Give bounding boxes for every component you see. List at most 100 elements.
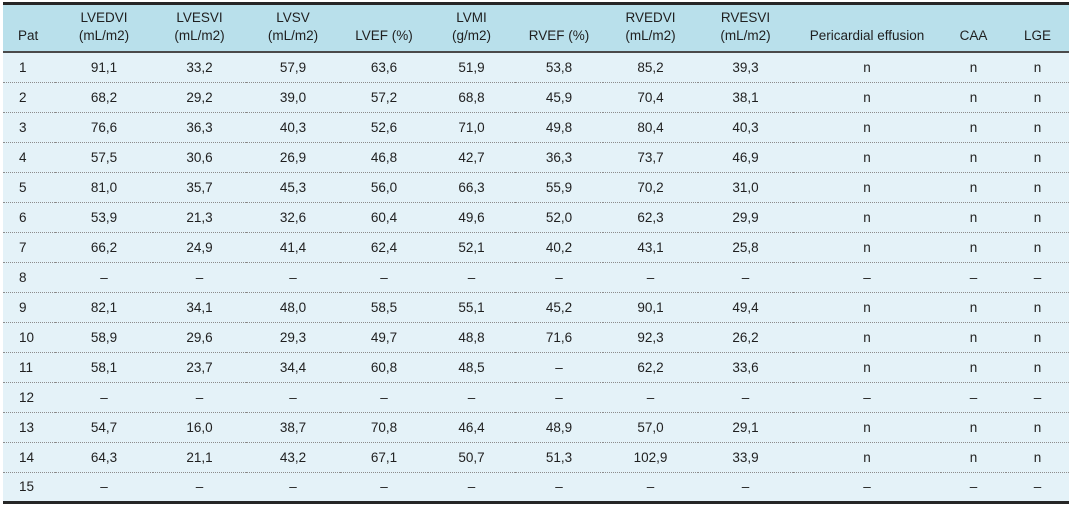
table-cell: – [340, 382, 428, 413]
table-cell: n [941, 112, 1006, 143]
table-cell: 42,7 [428, 142, 515, 173]
table-cell: – [55, 262, 153, 293]
table-cell: – [941, 472, 1006, 503]
table-cell: 51,3 [515, 442, 603, 473]
table-cell: n [1006, 352, 1069, 383]
table-cell: 60,4 [340, 202, 428, 233]
table-cell: 16,0 [153, 412, 246, 443]
table-cell: – [428, 262, 515, 293]
table-cell: 34,1 [153, 292, 246, 323]
table-cell: – [793, 382, 941, 413]
table-cell: 34,4 [246, 352, 340, 383]
table-cell: n [941, 352, 1006, 383]
table-body: 1 91,1 33,2 57,9 63,6 51,9 53,8 85,2 39,3 n n n 2 68,… [3, 52, 1069, 503]
column-label: Pat [18, 27, 39, 43]
table-cell: n [1006, 292, 1069, 323]
table-row: 9 82,1 34,1 48,0 58,5 55,1 45,2 90,1 49,4 n n n [3, 292, 1069, 323]
table-cell: 54,7 [55, 412, 153, 443]
table-cell: 66,2 [55, 232, 153, 263]
table-cell: – [515, 352, 603, 383]
column-label: CAA [959, 27, 988, 43]
column-header-rvesvi: RVESVI (mL/m2) [698, 3, 793, 54]
table-cell: 38,7 [246, 412, 340, 443]
table-cell: 73,7 [603, 142, 698, 173]
table-cell: 46,4 [428, 412, 515, 443]
table-cell: 68,8 [428, 82, 515, 113]
table-cell: 39,3 [698, 52, 793, 83]
table-cell: n [793, 172, 941, 203]
table-cell: 49,8 [515, 112, 603, 143]
table-row: 6 53,9 21,3 32,6 60,4 49,6 52,0 62,3 29,9 n n n [3, 202, 1069, 233]
table-cell: 51,9 [428, 52, 515, 83]
table-row: 5 81,0 35,7 45,3 56,0 66,3 55,9 70,2 31,0 n n n [3, 172, 1069, 203]
column-label: LVSV [276, 10, 310, 25]
table-cell: – [1006, 382, 1069, 413]
table-cell: – [515, 472, 603, 503]
patient-id-cell: 10 [3, 322, 55, 353]
table-cell: n [1006, 202, 1069, 233]
column-label: RVESVI [720, 10, 771, 25]
table-cell: – [340, 472, 428, 503]
column-header-lvesvi: LVESVI (mL/m2) [153, 3, 246, 54]
column-label: LVEF (%) [355, 27, 413, 43]
table-row: 13 54,7 16,0 38,7 70,8 46,4 48,9 57,0 29,1 n n n [3, 412, 1069, 443]
table-row: 10 58,9 29,6 29,3 49,7 48,8 71,6 92,3 26,2 n n n [3, 322, 1069, 353]
table-cell: n [793, 232, 941, 263]
table-cell: 90,1 [603, 292, 698, 323]
table-cell: 76,6 [55, 112, 153, 143]
column-label: LVMI [456, 10, 487, 25]
table-cell: 67,1 [340, 442, 428, 473]
table-cell: 53,8 [515, 52, 603, 83]
table-cell: 56,0 [340, 172, 428, 203]
table-cell: 68,2 [55, 82, 153, 113]
column-header-rvef: RVEF (%) [515, 3, 603, 54]
table-cell: 49,4 [698, 292, 793, 323]
column-unit-label: (mL/m2) [267, 27, 319, 43]
table-cell: 29,6 [153, 322, 246, 353]
table-cell: 29,1 [698, 412, 793, 443]
table-cell: 26,9 [246, 142, 340, 173]
column-header-lge: LGE [1006, 3, 1069, 54]
table-cell: 48,9 [515, 412, 603, 443]
table-cell: 63,6 [340, 52, 428, 83]
table-row: 2 68,2 29,2 39,0 57,2 68,8 45,9 70,4 38,1 n n n [3, 82, 1069, 113]
table-row: 15– – – – – – – – – – – [3, 472, 1069, 503]
table-cell: 70,8 [340, 412, 428, 443]
table-row: 1 91,1 33,2 57,9 63,6 51,9 53,8 85,2 39,3 n n n [3, 52, 1069, 83]
table-cell: 40,3 [246, 112, 340, 143]
column-unit-label: (mL/m2) [174, 27, 225, 43]
table-cell: 21,3 [153, 202, 246, 233]
table-cell: 71,6 [515, 322, 603, 353]
table-cell: 23,7 [153, 352, 246, 383]
table-cell: 52,1 [428, 232, 515, 263]
table-cell: 45,2 [515, 292, 603, 323]
table-cell: 43,2 [246, 442, 340, 473]
table-header: Pat LVEDVI (mL/m2) LVESVI (mL/m2) LVSV (mL/m2)… [3, 3, 1069, 54]
table-cell: 58,5 [340, 292, 428, 323]
table-cell: 33,6 [698, 352, 793, 383]
table-cell: n [793, 112, 941, 143]
table-cell: 64,3 [55, 442, 153, 473]
table-row: 7 66,2 24,9 41,4 62,4 52,1 40,2 43,1 25,8 n n n [3, 232, 1069, 263]
table-cell: 82,1 [55, 292, 153, 323]
table-cell: n [793, 292, 941, 323]
table-cell: n [793, 82, 941, 113]
patient-id-cell: 4 [3, 142, 55, 173]
table-cell: 85,2 [603, 52, 698, 83]
patient-id-cell: 14 [3, 442, 55, 473]
table-cell: 38,1 [698, 82, 793, 113]
table-cell: 33,2 [153, 52, 246, 83]
table-cell: 60,8 [340, 352, 428, 383]
table-cell: – [603, 262, 698, 293]
table-cell: 71,0 [428, 112, 515, 143]
table-cell: n [1006, 82, 1069, 113]
column-label: LVEDVI [80, 10, 128, 25]
table-cell: 29,3 [246, 322, 340, 353]
column-unit-label: (mL/m2) [720, 27, 771, 43]
table-cell: 92,3 [603, 322, 698, 353]
table-cell: 49,6 [428, 202, 515, 233]
table-cell: 57,9 [246, 52, 340, 83]
table-row: 14 64,3 21,1 43,2 67,1 50,7 51,3 102,9 33,9 n n n [3, 442, 1069, 473]
table-cell: n [941, 322, 1006, 353]
table-cell: – [153, 382, 246, 413]
